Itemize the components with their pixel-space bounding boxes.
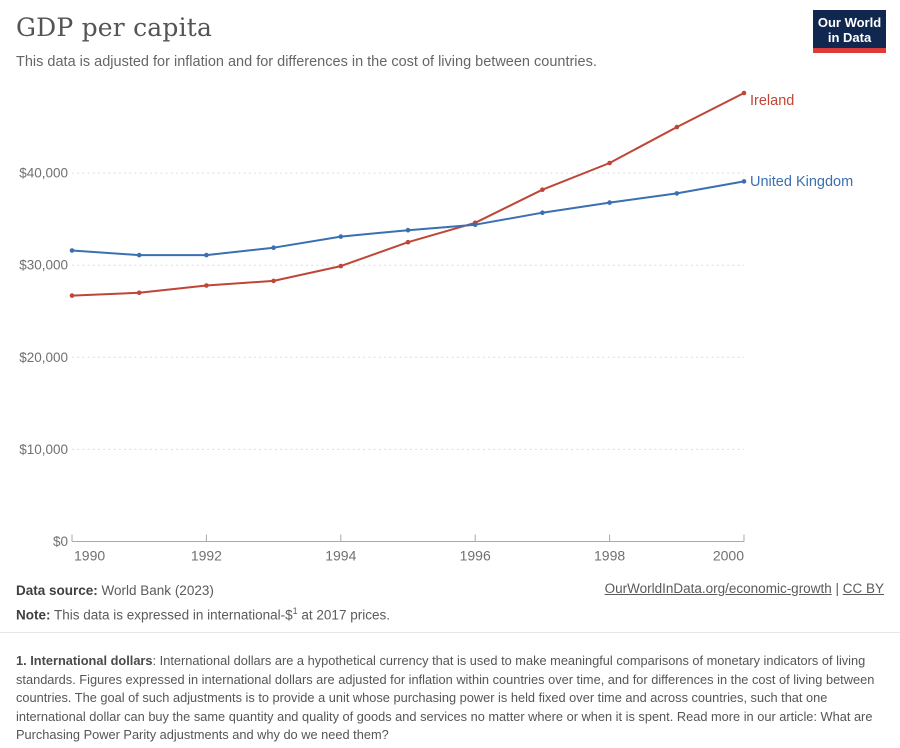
footer-divider bbox=[0, 632, 900, 633]
x-axis-tick-label: 1996 bbox=[460, 548, 491, 564]
series-point-ireland[interactable] bbox=[69, 293, 75, 298]
owid-logo-line2: in Data bbox=[827, 30, 872, 45]
footnote-text: 1. International dollars: International … bbox=[16, 652, 886, 745]
x-axis-tick-label: 1998 bbox=[594, 548, 625, 564]
note-footnote-marker[interactable]: 1 bbox=[292, 606, 298, 616]
series-point-ireland[interactable] bbox=[674, 124, 680, 130]
y-axis-tick-label: $40,000 bbox=[19, 166, 68, 181]
series-point-united-kingdom[interactable] bbox=[338, 234, 344, 239]
series-point-united-kingdom[interactable] bbox=[136, 252, 142, 258]
series-point-united-kingdom[interactable] bbox=[271, 245, 276, 250]
series-point-ireland[interactable] bbox=[136, 290, 142, 296]
link-separator: | bbox=[831, 581, 843, 596]
series-point-united-kingdom[interactable] bbox=[204, 252, 209, 258]
x-axis-tick-label: 1992 bbox=[191, 548, 222, 564]
series-point-ireland[interactable] bbox=[540, 187, 545, 192]
series-point-ireland[interactable] bbox=[741, 90, 747, 96]
series-point-ireland[interactable] bbox=[204, 283, 209, 288]
data-source-label: Data source: bbox=[16, 583, 98, 598]
series-point-ireland[interactable] bbox=[271, 278, 276, 284]
chart-subtitle: This data is adjusted for inflation and … bbox=[16, 54, 597, 70]
x-axis-tick-label: 1994 bbox=[325, 548, 356, 564]
series-point-ireland[interactable] bbox=[338, 263, 344, 269]
series-point-united-kingdom[interactable] bbox=[472, 222, 478, 227]
data-source-line: Data source: World Bank (2023) bbox=[16, 580, 390, 601]
x-axis-tick-label: 1990 bbox=[74, 548, 105, 564]
series-label-ireland[interactable]: Ireland bbox=[750, 93, 795, 109]
series-point-united-kingdom[interactable] bbox=[607, 200, 612, 205]
owid-article-link[interactable]: OurWorldInData.org/economic-growth bbox=[604, 581, 832, 596]
y-axis-tick-label: $10,000 bbox=[19, 442, 68, 457]
y-axis-tick-label: $20,000 bbox=[19, 350, 68, 365]
owid-logo[interactable]: Our World in Data bbox=[813, 10, 886, 53]
series-point-ireland[interactable] bbox=[607, 160, 612, 166]
note-pre: This data is expressed in international-… bbox=[50, 607, 293, 623]
series-point-united-kingdom[interactable] bbox=[540, 210, 545, 215]
footnote-body: : International dollars are a hypothetic… bbox=[16, 653, 875, 724]
note-post: at 2017 prices. bbox=[297, 607, 390, 623]
series-point-united-kingdom[interactable] bbox=[405, 227, 411, 233]
page-title: GDP per capita bbox=[16, 13, 213, 42]
series-point-united-kingdom[interactable] bbox=[69, 248, 75, 253]
series-point-ireland[interactable] bbox=[405, 239, 411, 245]
line-chart: $0 $10,000 $20,000 $30,000 $40,000 1990 1992 19… bbox=[19, 90, 747, 564]
series-label-united-kingdom[interactable]: United Kingdom bbox=[750, 174, 854, 190]
data-source-value: World Bank (2023) bbox=[97, 583, 214, 598]
owid-logo-line1: Our World bbox=[817, 15, 882, 30]
y-axis-tick-label: $30,000 bbox=[19, 258, 68, 273]
note-label: Note: bbox=[16, 607, 51, 623]
footer-links: OurWorldInData.org/economic-growth | CC … bbox=[605, 581, 884, 596]
y-axis-tick-label: $0 bbox=[53, 534, 68, 549]
x-axis-tick-label: 2000 bbox=[713, 548, 744, 564]
series-point-united-kingdom[interactable] bbox=[674, 191, 680, 196]
footer-source-note: Data source: World Bank (2023) Note: Thi… bbox=[16, 580, 390, 626]
license-link[interactable]: CC BY bbox=[842, 581, 884, 596]
footnote-heading: 1. International dollars bbox=[16, 653, 153, 668]
note-line: Note: This data is expressed in internat… bbox=[16, 601, 390, 626]
series-point-united-kingdom[interactable] bbox=[741, 179, 747, 184]
ppp-article-link[interactable]: What are Purchasing Power Parity adjustm… bbox=[16, 708, 873, 743]
